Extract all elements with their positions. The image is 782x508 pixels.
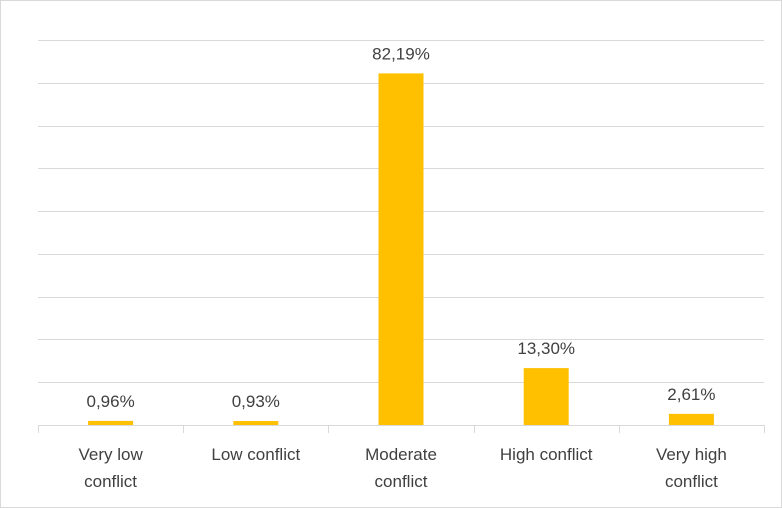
bar: [378, 73, 424, 425]
category-label: Very low: [78, 445, 143, 464]
bar: [523, 368, 569, 425]
x-axis: [38, 425, 765, 433]
bar-value-label: 0,96%: [86, 392, 134, 411]
bar-value-label: 0,93%: [232, 392, 280, 411]
value-labels: 0,96% 0,93% 82,19% 13,30% 2,61%: [86, 44, 715, 411]
bar-value-label: 82,19%: [372, 44, 430, 63]
bars: [88, 73, 714, 425]
category-label: conflict: [375, 472, 428, 491]
category-label: Moderate: [365, 445, 437, 464]
bar-value-label: 2,61%: [667, 385, 715, 404]
bar: [668, 413, 714, 425]
category-label: conflict: [84, 472, 137, 491]
bar-value-label: 13,30%: [517, 339, 575, 358]
category-label: High conflict: [500, 445, 593, 464]
category-label: conflict: [665, 472, 718, 491]
category-label: Very high: [656, 445, 727, 464]
bar: [233, 421, 279, 425]
category-labels: Very low conflict Low conflict Moderate conf…: [78, 445, 726, 491]
bar: [88, 420, 134, 425]
category-label: Low conflict: [211, 445, 300, 464]
